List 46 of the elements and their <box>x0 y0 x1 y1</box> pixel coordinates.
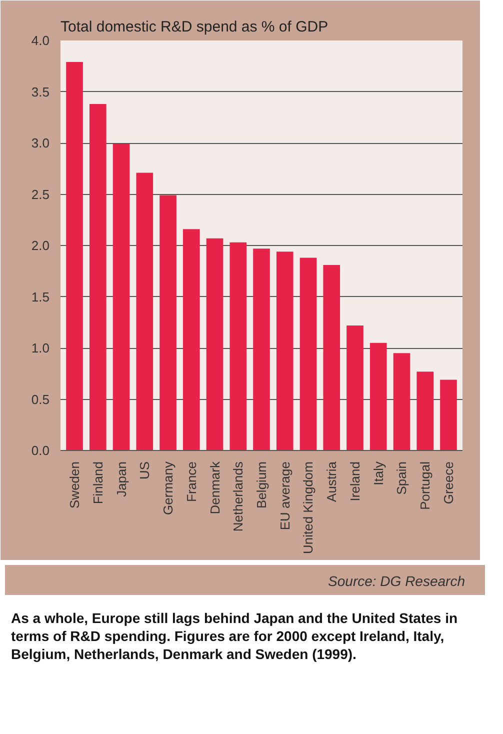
bar <box>112 144 130 450</box>
bar <box>253 248 270 450</box>
x-tick-label: Finland <box>90 461 106 504</box>
x-tick-label: Netherlands <box>230 461 246 532</box>
bar <box>160 195 176 450</box>
x-tick-label: Belgium <box>254 462 269 508</box>
x-tick-label: Ireland <box>347 462 362 502</box>
chart-title: Total domestic R&D spend as % of GDP <box>60 18 328 36</box>
y-tick-label: 0.0 <box>31 443 50 458</box>
bar <box>206 238 224 450</box>
y-tick-label: 3.0 <box>31 136 50 150</box>
bar <box>230 242 247 450</box>
bar <box>323 264 340 450</box>
bar <box>346 325 364 450</box>
x-tick-label: Germany <box>160 461 176 515</box>
bar <box>66 62 83 450</box>
x-tick-label: US <box>137 461 152 480</box>
x-tick-label: Japan <box>114 462 129 497</box>
text: As a whole, Europe still lags behind Japan and the United States in terms of R&D spending. Figures are for 2000 except Ireland, Italy, Belgium, Netherlands, Denmark and Sweden (1999). <box>11 609 459 663</box>
bar <box>416 372 434 450</box>
y-tick-label: 0.5 <box>31 392 50 407</box>
y-tick-label: 1.0 <box>31 340 50 356</box>
bar <box>440 380 457 450</box>
source-note: Source: DG Research <box>328 572 465 591</box>
y-tick-label: 3.5 <box>31 84 50 100</box>
x-tick-label: Austria <box>324 460 340 502</box>
x-tick-label: Spain <box>394 462 410 495</box>
y-tick-label: 2.5 <box>31 186 50 202</box>
bar <box>136 172 154 450</box>
bar <box>182 229 200 450</box>
y-tick-label: 1.5 <box>31 289 50 304</box>
x-tick-label: France <box>184 461 199 502</box>
bar <box>89 104 106 450</box>
x-tick-label: Portugal <box>418 461 433 510</box>
x-tick-label: EU average <box>277 461 292 530</box>
x-tick-label: Denmark <box>207 461 222 514</box>
x-tick-label: United Kingdom <box>300 462 316 554</box>
x-tick-label: Sweden <box>67 461 82 508</box>
x-tick-label: Greece <box>440 461 456 504</box>
x-tick-label: Italy <box>370 461 386 486</box>
y-tick-label: 4.0 <box>31 33 50 48</box>
bar <box>393 353 410 450</box>
bar <box>276 252 294 450</box>
bar <box>300 258 317 450</box>
y-tick-label: 2.0 <box>31 238 50 253</box>
bar <box>370 342 387 450</box>
